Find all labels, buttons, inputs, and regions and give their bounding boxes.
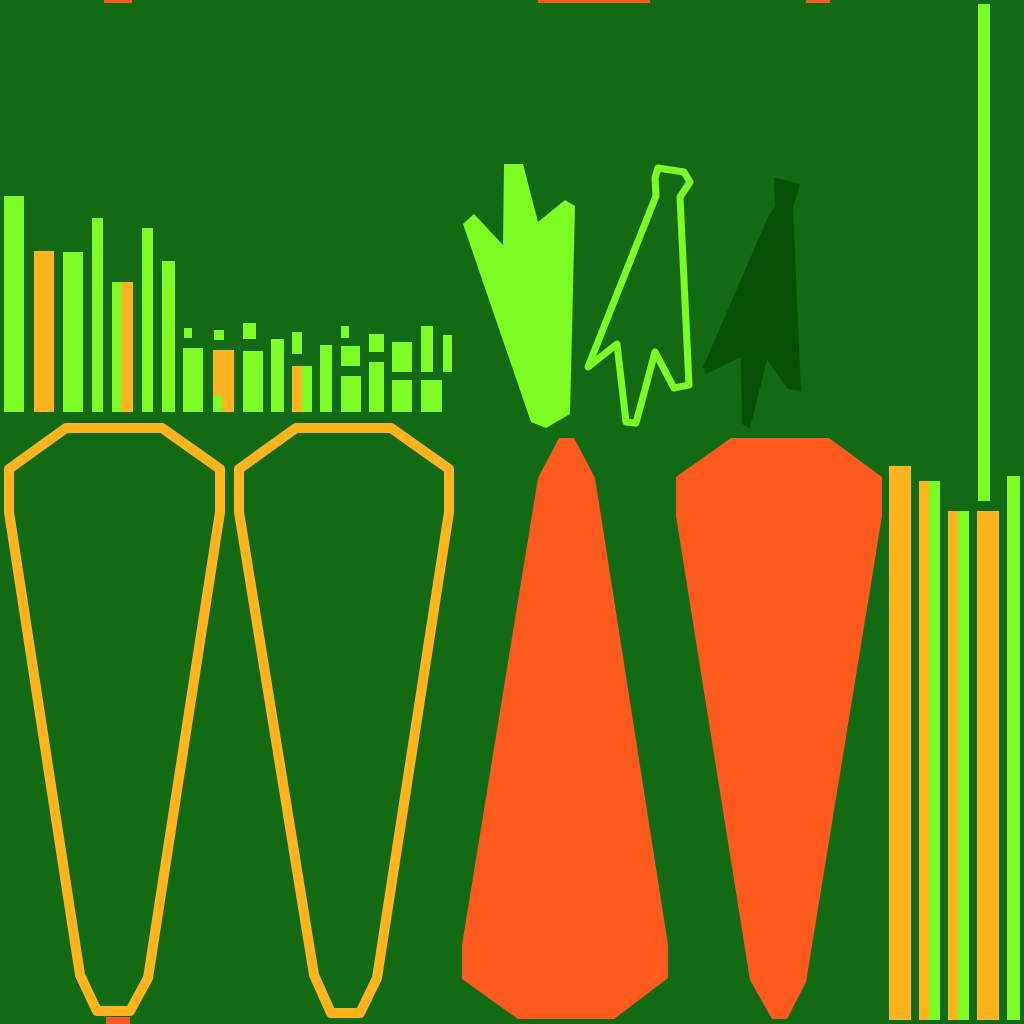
carrot-outline-icon xyxy=(234,423,454,1018)
leaf-solid-icon xyxy=(463,164,575,428)
leaf-outline-icon xyxy=(584,164,694,427)
leaf-bars-left xyxy=(4,196,175,412)
carrot-bars-right xyxy=(889,4,1020,1020)
leaf-bars-small xyxy=(183,323,452,412)
carrot-solid-icon xyxy=(676,438,882,1019)
carrot-solid-icon xyxy=(462,438,668,1019)
carrot-tip-mark xyxy=(106,1017,130,1024)
top-edge-marks xyxy=(104,0,830,3)
carrot-outline-icon xyxy=(4,423,225,1016)
leaf-dark-icon xyxy=(703,177,801,428)
